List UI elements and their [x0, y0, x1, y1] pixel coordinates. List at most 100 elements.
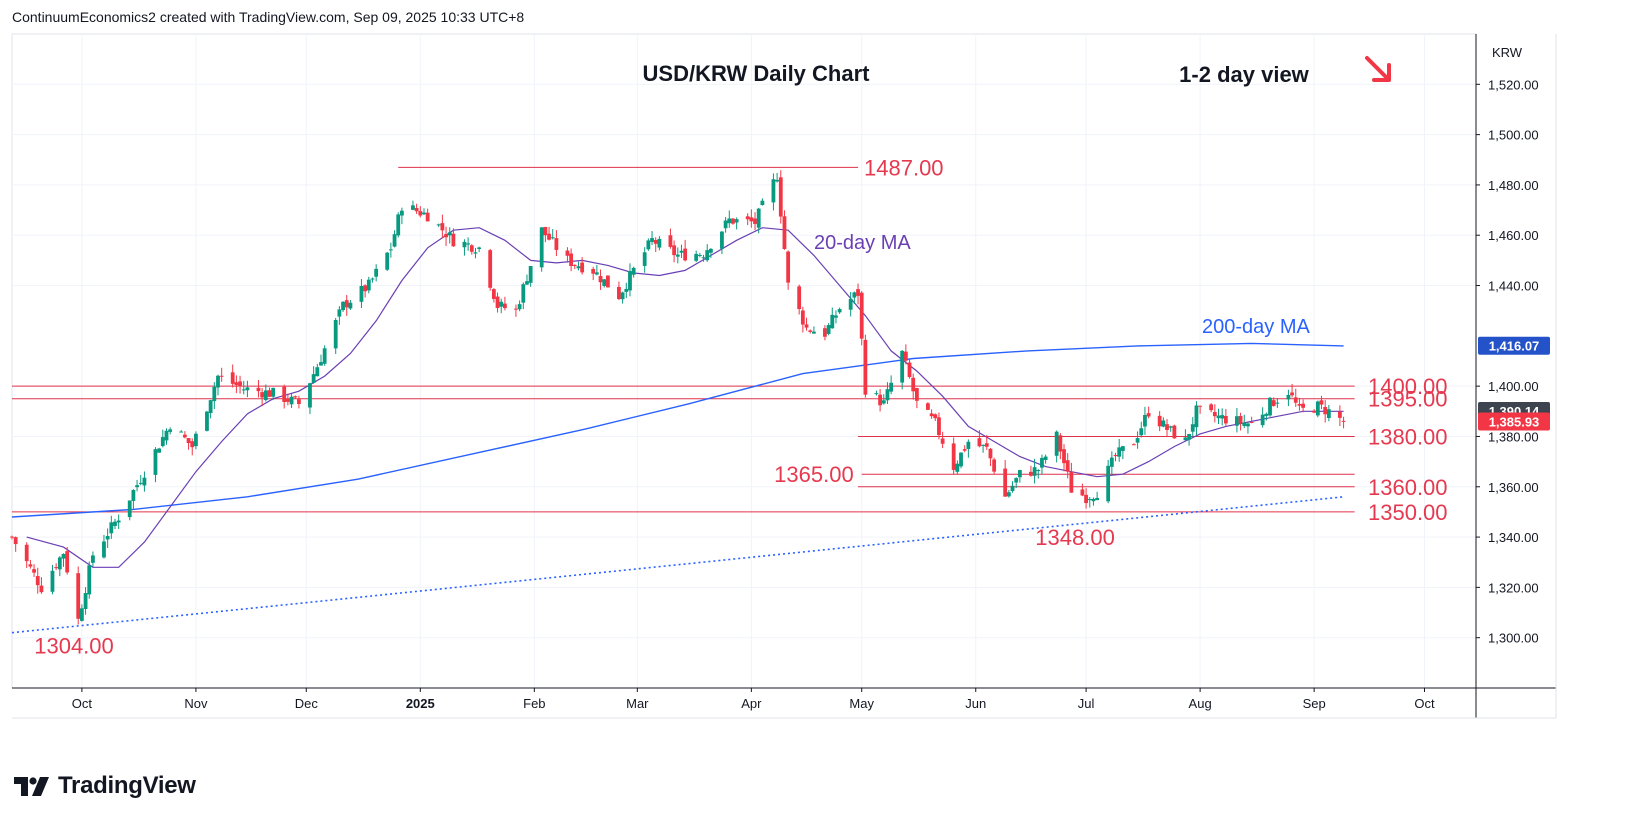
candle-up — [263, 390, 268, 401]
candle-down — [1271, 400, 1276, 407]
candle-down — [267, 390, 272, 397]
candle-up — [157, 448, 162, 453]
price-tag-label: 1,385.93 — [1489, 415, 1540, 430]
view-label: 1-2 day view — [1179, 62, 1310, 87]
plot-area — [11, 33, 1477, 689]
candle-up — [194, 433, 198, 447]
candle-up — [1326, 409, 1331, 419]
candle-down — [1029, 471, 1033, 476]
candle-down — [76, 573, 81, 619]
x-tick-label: Feb — [523, 696, 545, 711]
y-tick-label: 1,460.00 — [1488, 228, 1539, 243]
candle-up — [517, 304, 522, 310]
candle-down — [992, 459, 997, 472]
candle-up — [164, 430, 169, 441]
candle-down — [451, 233, 456, 247]
candle-down — [1209, 404, 1214, 411]
candle-down — [260, 392, 265, 398]
candle-up — [208, 400, 213, 414]
candle-up — [576, 266, 581, 269]
candle-down — [24, 544, 29, 562]
candle-up — [1106, 465, 1111, 502]
candle-down — [495, 296, 500, 309]
y-tick-label: 1,440.00 — [1488, 279, 1539, 294]
candle-up — [830, 314, 835, 329]
candle-up — [1161, 420, 1166, 427]
candle-down — [186, 438, 191, 444]
candle-up — [1183, 437, 1188, 441]
candle-up — [385, 252, 390, 270]
candle-up — [642, 252, 647, 266]
candle-up — [1095, 497, 1100, 501]
price-tag-label: 1,416.07 — [1489, 339, 1540, 354]
candle-up — [881, 400, 886, 404]
chart-annotations: USD/KRW Daily Chart 1-2 day view 1487.00 14… — [34, 56, 1448, 659]
candle-down — [488, 250, 493, 288]
candle-down — [32, 569, 36, 573]
candle-up — [602, 279, 607, 286]
candle-up — [852, 292, 857, 298]
candle-up — [168, 429, 173, 432]
candle-down — [797, 286, 802, 310]
candle-up — [179, 431, 184, 433]
candle-up — [1187, 434, 1191, 440]
candle-down — [1058, 435, 1063, 452]
price-tag-bg — [1478, 336, 1550, 355]
candle-up — [79, 608, 84, 621]
arrow-head — [1372, 63, 1391, 82]
candle-up — [319, 362, 323, 366]
candle-down — [1084, 494, 1088, 504]
candle-down — [344, 300, 349, 308]
candle-up — [315, 367, 320, 377]
candle-up — [1286, 394, 1291, 400]
y-tick-label: 1,300.00 — [1488, 631, 1539, 646]
candle-up — [826, 325, 831, 334]
y-tick-label: 1,520.00 — [1488, 77, 1539, 92]
candle-down — [547, 233, 551, 240]
candle-up — [370, 278, 375, 280]
candle-down — [668, 235, 673, 247]
candle-up — [1120, 446, 1125, 451]
chart-credit: ContinuumEconomics2 created with Trading… — [12, 9, 525, 25]
candle-down — [1157, 415, 1162, 427]
candle-down — [580, 262, 585, 273]
tradingview-logo[interactable]: TradingView — [14, 772, 196, 800]
candle-down — [13, 537, 18, 545]
candle-up — [116, 520, 121, 523]
candle-up — [447, 232, 452, 236]
candle-down — [543, 226, 548, 236]
candle-down — [1297, 404, 1302, 406]
candle-up — [50, 570, 55, 592]
candle-up — [694, 253, 699, 261]
candle-down — [1319, 400, 1324, 405]
candle-up — [657, 238, 662, 248]
candle-down — [569, 253, 574, 266]
candle-up — [955, 463, 960, 472]
candle-up — [1010, 485, 1015, 492]
candle-up — [1054, 431, 1059, 456]
y-tick-label: 1,480.00 — [1488, 178, 1539, 193]
candle-up — [87, 565, 92, 595]
candle-up — [624, 288, 629, 292]
candle-down — [28, 564, 33, 567]
candle-up — [322, 348, 327, 364]
candle-up — [1268, 397, 1272, 416]
candle-up — [109, 522, 114, 534]
candle-down — [10, 536, 14, 538]
candle-down — [293, 396, 298, 398]
candle-down — [808, 330, 813, 332]
candle-down — [672, 245, 677, 256]
candle-up — [708, 248, 713, 253]
ma200-label: 200-day MA — [1202, 316, 1310, 338]
candle-up — [1117, 447, 1122, 457]
candle-down — [1223, 415, 1228, 424]
candle-down — [282, 386, 287, 402]
candle-down — [914, 388, 919, 401]
candle-up — [462, 241, 467, 248]
candle-down — [856, 289, 860, 296]
candle-up — [1315, 401, 1320, 416]
candle-down — [598, 276, 603, 283]
candle-down — [683, 248, 688, 261]
candle-down — [940, 438, 945, 444]
